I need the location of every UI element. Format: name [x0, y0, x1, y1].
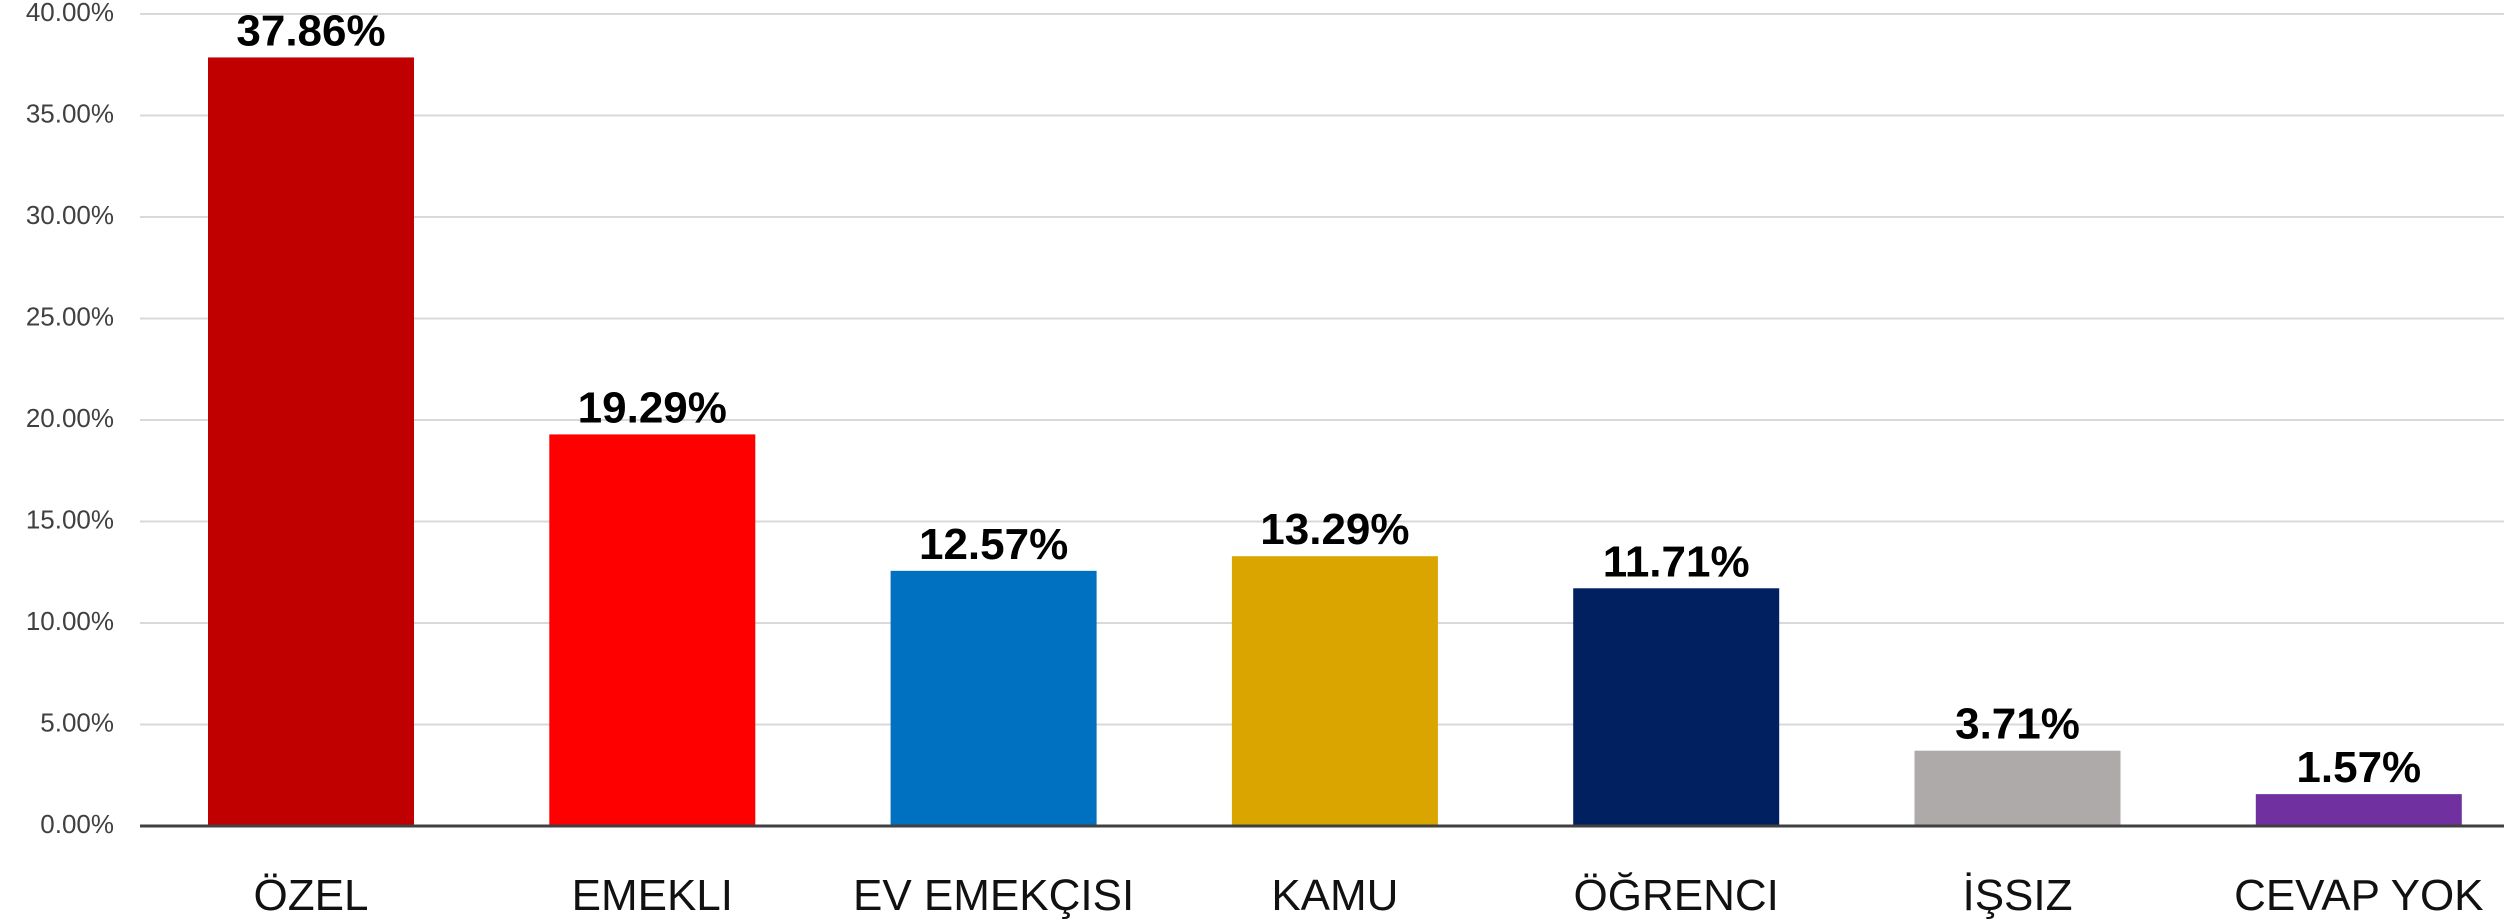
value-label: 12.57%	[919, 520, 1068, 569]
value-label: 1.57%	[2296, 743, 2421, 792]
x-tick-label: KAMU	[1271, 871, 1398, 920]
bar	[208, 57, 414, 826]
x-tick-label: EMEKLI	[572, 871, 733, 920]
x-tick-label: İŞSIZ	[1962, 871, 2072, 920]
y-tick-label: 35.00%	[26, 98, 114, 128]
y-tick-label: 40.00%	[26, 0, 114, 27]
x-tick-label: ÖZEL	[254, 871, 369, 920]
y-tick-label: 5.00%	[40, 707, 114, 737]
value-label: 13.29%	[1260, 505, 1409, 554]
bar	[1914, 750, 2121, 826]
y-tick-label: 0.00%	[40, 809, 114, 839]
bar	[1231, 556, 1438, 826]
bar	[890, 570, 1097, 826]
bar	[2255, 794, 2462, 826]
y-tick-label: 25.00%	[26, 301, 114, 331]
bar	[549, 434, 756, 826]
y-tick-label: 10.00%	[26, 606, 114, 636]
y-tick-label: 15.00%	[26, 504, 114, 534]
value-label: 37.86%	[236, 6, 385, 55]
y-tick-label: 30.00%	[26, 200, 114, 230]
value-label: 11.71%	[1603, 537, 1750, 586]
y-tick-label: 20.00%	[26, 403, 114, 433]
bar	[1573, 588, 1780, 826]
x-tick-label: EV EMEKÇISI	[853, 871, 1134, 920]
x-tick-label: CEVAP YOK	[2234, 871, 2483, 920]
value-label: 19.29%	[578, 383, 727, 432]
value-label: 3.71%	[1955, 700, 2080, 749]
x-tick-label: ÖĞRENCI	[1574, 871, 1779, 920]
